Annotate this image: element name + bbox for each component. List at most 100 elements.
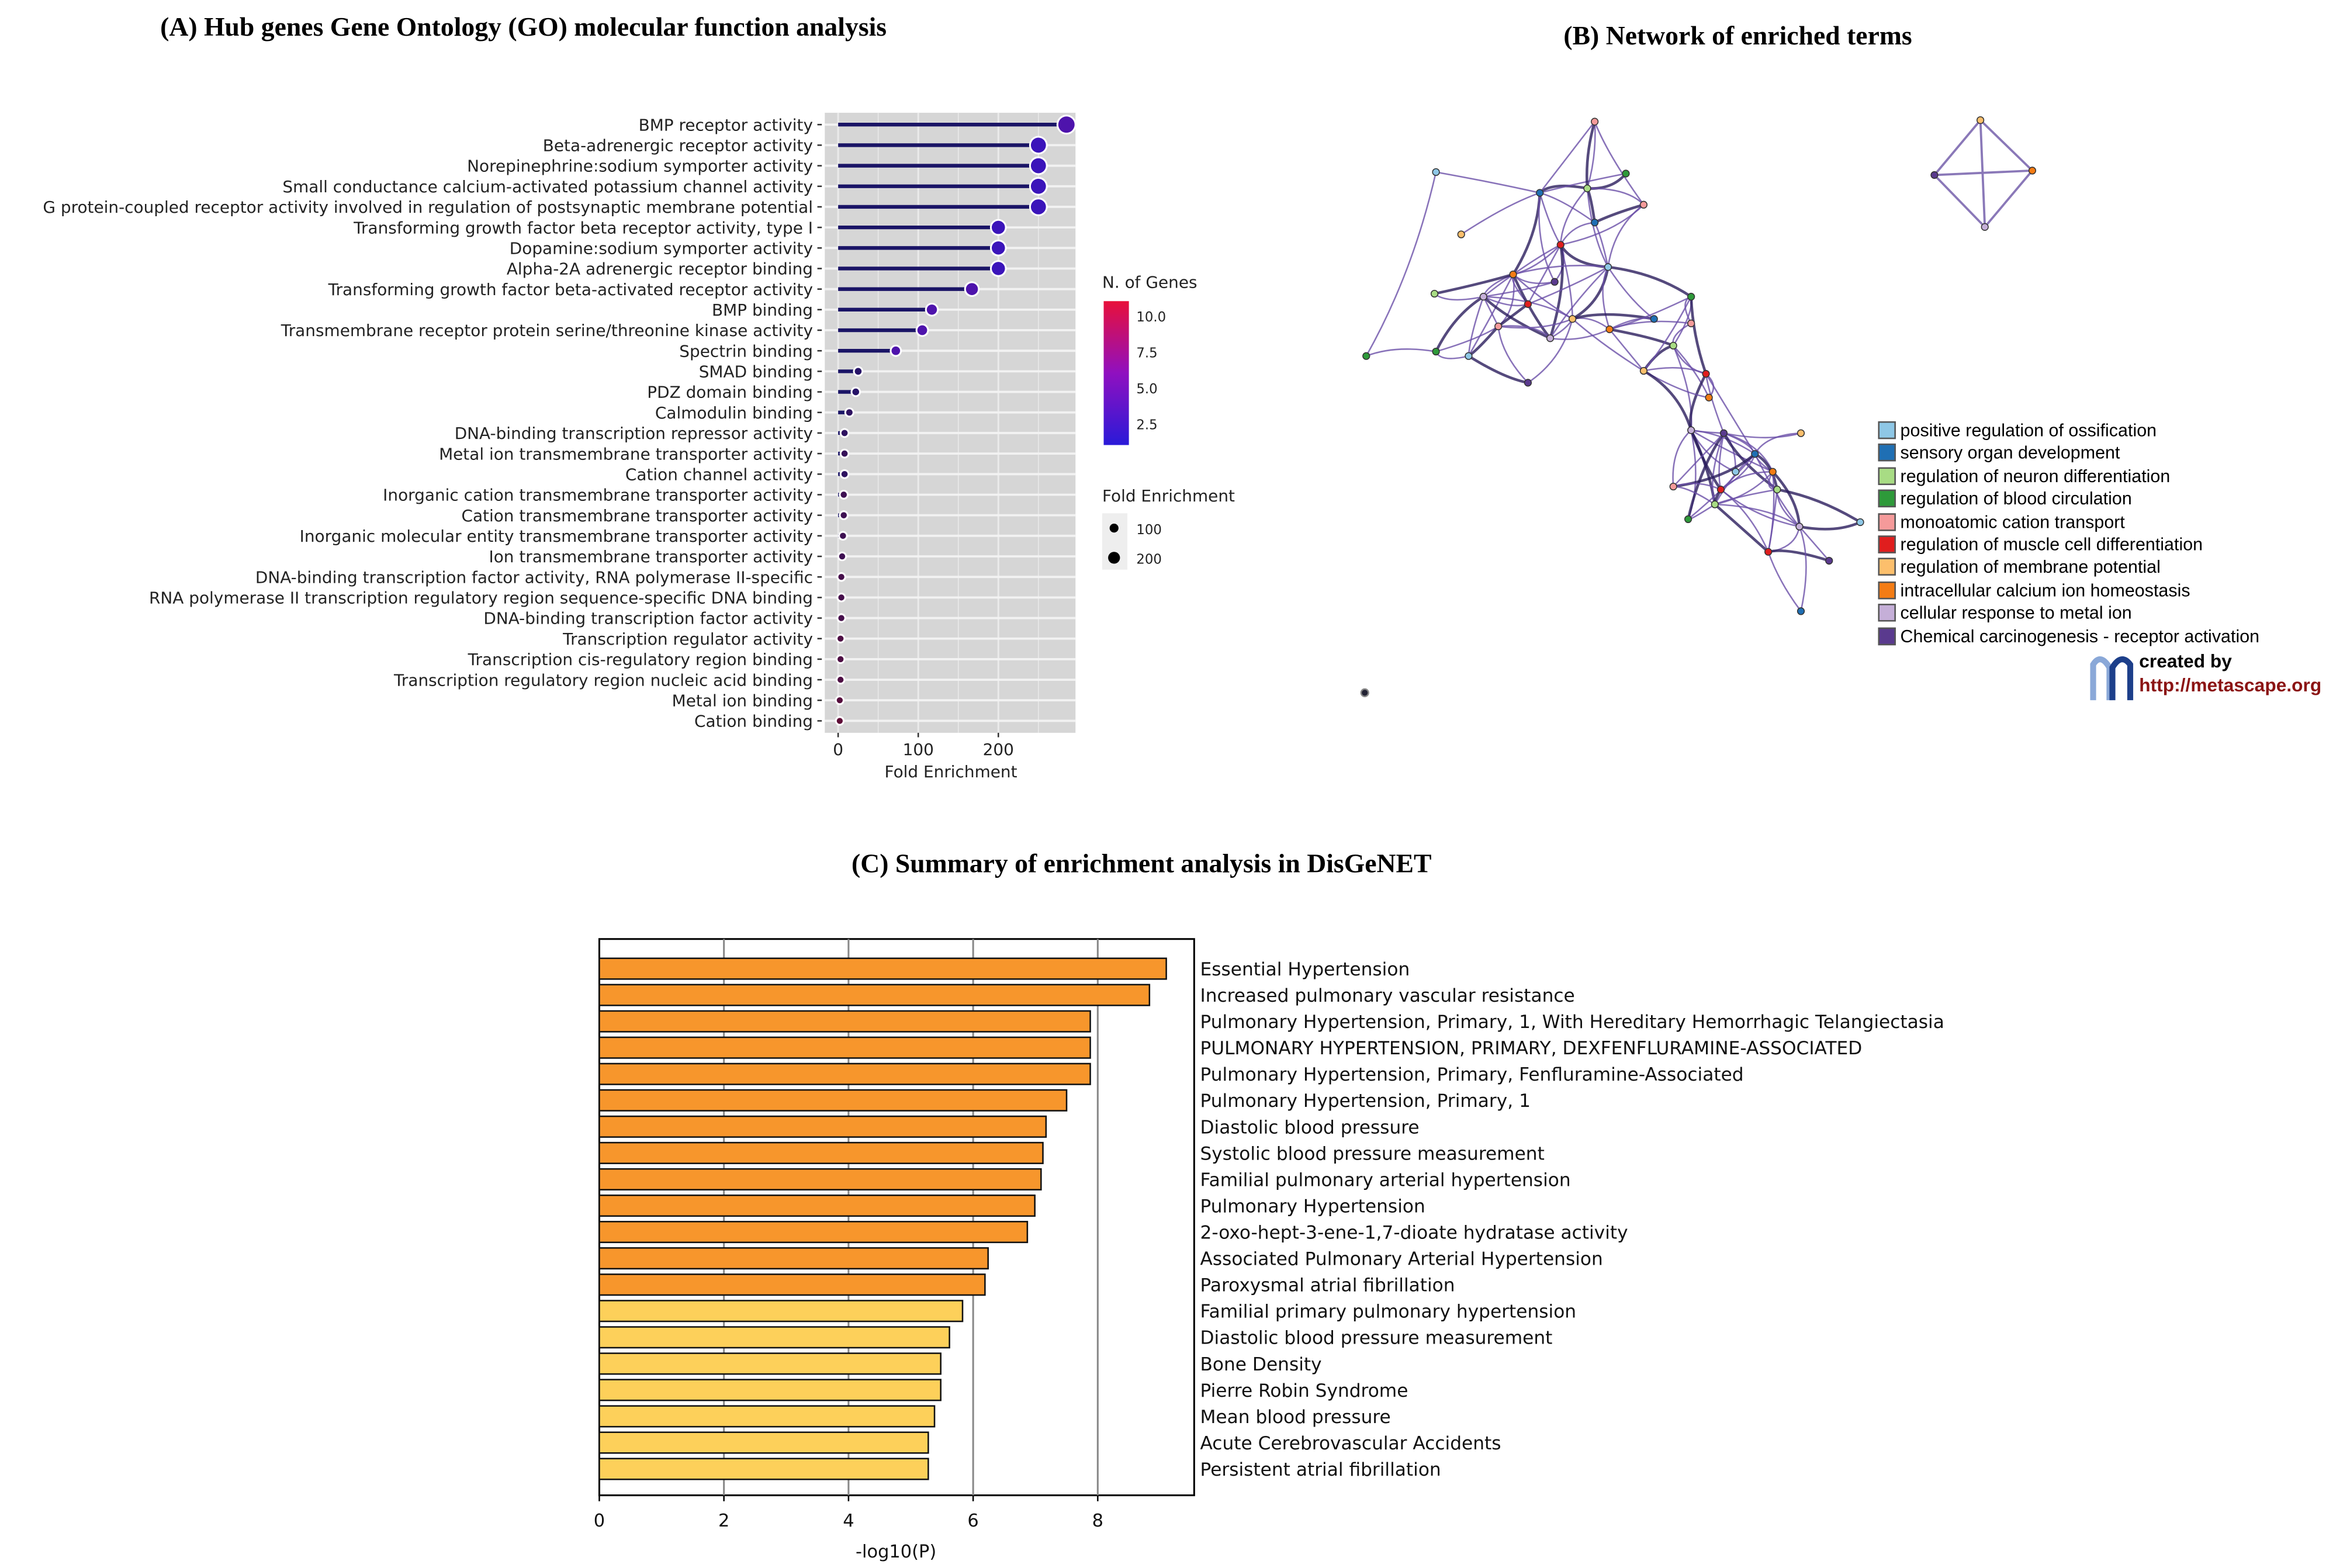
network-edge [1609,320,1691,330]
network-edge [1467,296,1484,356]
x-tick-label: 6 [967,1511,978,1531]
bar [598,1036,1091,1059]
lollipop-dot [836,697,843,704]
network-edge [1799,521,1861,531]
network-edge [1549,266,1609,339]
lollipop-dot [1058,116,1075,133]
category-label: BMP receptor activity [639,115,813,134]
bar [598,984,1151,1006]
bar [598,1010,1091,1033]
network-node [1981,223,1989,231]
network-edge [1572,313,1654,320]
legend-swatch [1878,558,1896,576]
legend-item: Chemical carcinogenesis - receptor activ… [1878,625,2259,646]
network-edge [1720,470,1773,490]
network-edge [1539,192,1595,223]
bar [598,1247,989,1270]
bar [598,1352,942,1375]
legend-swatch [1878,513,1896,531]
network-edge [1365,172,1437,356]
lollipop-dot [1030,178,1046,194]
category-label: Spectrin binding [679,341,813,361]
lollipop-dot [838,615,844,621]
category-label: Beta-adrenergic receptor activity [543,136,813,155]
legend-label: intracellular calcium ion homeostasis [1900,579,2190,601]
category-label: Associated Pulmonary Arterial Hypertensi… [1200,1249,1602,1270]
network-node [1524,379,1532,387]
network-edge [1586,188,1609,268]
bar [598,1194,1036,1217]
lollipop-dot [917,325,927,335]
network-edge [1539,121,1595,193]
lollipop-dot [991,262,1005,275]
network-edge [1714,503,1770,553]
network-edge [1560,221,1595,245]
metascape-link[interactable]: http://metascape.org [2139,674,2322,696]
network-edge [1572,266,1609,320]
color-tick-label: 7.5 [1136,346,1157,361]
category-label: G protein-coupled receptor activity invo… [43,198,813,217]
x-tick-label: 4 [843,1511,854,1531]
category-label: Inorganic cation transmembrane transport… [383,486,813,505]
network-edge [1799,526,1830,562]
category-label: Dopamine:sodium symporter activity [510,238,813,258]
category-label: Pulmonary Hypertension, Primary, 1, With… [1200,1012,1944,1033]
category-label: Cation binding [694,712,813,731]
legend-label: positive regulation of ossification [1900,420,2157,441]
network-edge [1609,328,1674,347]
network-edge [1643,369,1692,431]
category-label: Calmodulin binding [655,403,813,423]
category-label: Acute Cerebrovascular Accidents [1200,1433,1501,1454]
network-edge [1723,432,1801,439]
category-label: Increased pulmonary vascular resistance [1200,985,1574,1006]
metascape-credit: created by http://metascape.org [2089,650,2322,701]
network-node [1764,548,1773,556]
lollipop-dot [836,718,843,724]
category-label: Ion transmembrane transporter activity [489,547,813,566]
network-edge [1549,244,1564,339]
lollipop-dot [1030,137,1046,153]
panel-c-title: (C) Summary of enrichment analysis in Di… [851,848,1432,878]
network-node [1457,230,1465,238]
lollipop-dot [1030,199,1046,214]
category-label: Mean blood pressure [1200,1407,1390,1428]
category-label: DNA-binding transcription factor activit… [483,609,813,628]
category-label: Paroxysmal atrial fibrillation [1200,1275,1455,1296]
category-label: Metal ion binding [672,691,813,710]
network-edge [1434,273,1514,295]
lollipop-dot [1030,158,1046,174]
lollipop-dot [841,430,848,437]
legend-label: cellular response to metal ion [1900,603,2132,624]
network-edge [1673,345,1710,398]
x-tick-label: 0 [833,740,843,759]
network-node [1550,278,1559,286]
network-edge [1594,121,1645,206]
lollipop-dot [852,388,860,396]
network-edge [1933,174,1986,228]
category-label: Inorganic molecular entity transmembrane… [300,527,813,546]
category-label: Bone Density [1200,1354,1321,1375]
network-edge [1607,204,1645,268]
network-edge [1672,430,1692,487]
network-edge [1560,188,1588,245]
network-edge [1984,169,2033,228]
panel-b-title: (B) Network of enriched terms [1563,20,1912,51]
go-lollipop-chart: BMP receptor activity Beta-adrenergic rec… [43,112,1235,781]
network-edge [1538,192,1556,282]
lollipop-dot [840,512,847,518]
x-tick-label: 200 [983,740,1014,759]
lollipop-dot [840,532,846,539]
network-graph [1360,116,2037,698]
network-edge [1498,318,1573,329]
category-label: Persistent atrial fibrillation [1200,1459,1441,1480]
network-node [1751,450,1759,458]
network-node [1797,429,1805,437]
bar [598,1141,1044,1164]
network-node [1591,117,1599,126]
lollipop-dot [837,635,844,642]
legend-swatch [1878,421,1896,439]
network-edge [1979,119,2033,172]
legend-label: regulation of blood circulation [1900,488,2132,510]
network-node [1687,293,1695,301]
network-node [1639,200,1648,209]
